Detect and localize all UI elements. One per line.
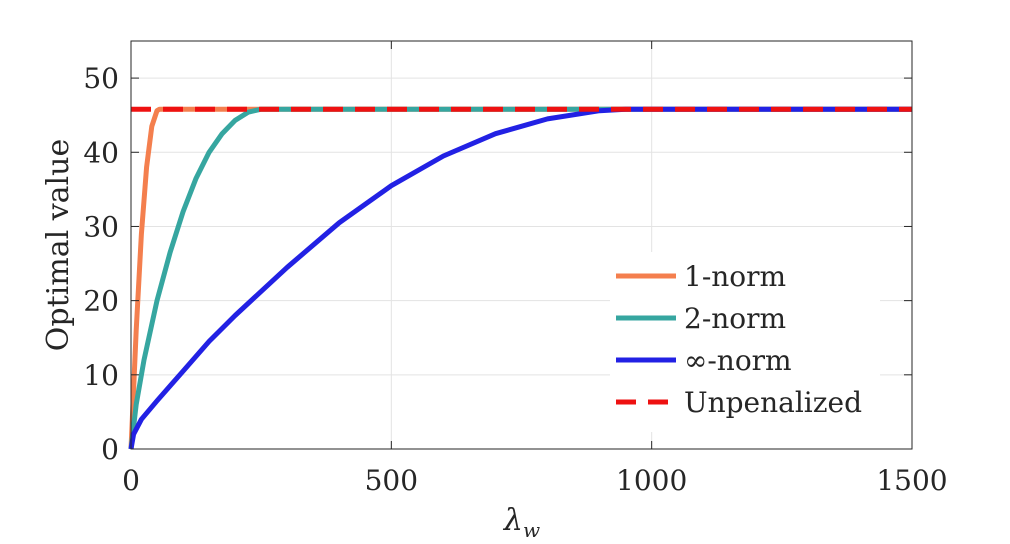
plot-lines <box>128 106 912 450</box>
legend-label-4: Unpenalized <box>684 386 862 419</box>
y-tick-label: 40 <box>83 136 119 169</box>
series-line-3 <box>128 106 912 450</box>
x-tick-label: 500 <box>365 464 418 497</box>
legend-label-3: ∞-norm <box>684 344 792 377</box>
y-tick-label: 20 <box>83 285 119 318</box>
y-tick-label: 50 <box>83 62 119 95</box>
legend-label-2: 2-norm <box>684 302 786 335</box>
x-axis-label-subscript: w <box>523 518 540 542</box>
y-tick-label: 30 <box>83 210 119 243</box>
x-tick-label: 1000 <box>616 464 687 497</box>
x-axis-label-symbol: λ <box>503 503 523 538</box>
legend-label-1: 1-norm <box>684 260 786 293</box>
x-tick-label: 0 <box>122 464 140 497</box>
series-line-1 <box>128 106 912 450</box>
y-axis-label: Optimal value <box>41 139 76 351</box>
tick-labels: 0 500 1000 1500 0 10 20 30 40 50 <box>83 62 947 497</box>
x-axis-label: λw <box>503 503 540 542</box>
series-line-2 <box>128 106 912 450</box>
legend: 1-norm 2-norm ∞-norm Unpenalized <box>610 252 880 432</box>
y-tick-label: 0 <box>101 433 119 466</box>
axes-frame <box>130 40 913 450</box>
x-tick-label: 1500 <box>876 464 947 497</box>
y-tick-label: 10 <box>83 359 119 392</box>
plot-border <box>130 40 913 450</box>
